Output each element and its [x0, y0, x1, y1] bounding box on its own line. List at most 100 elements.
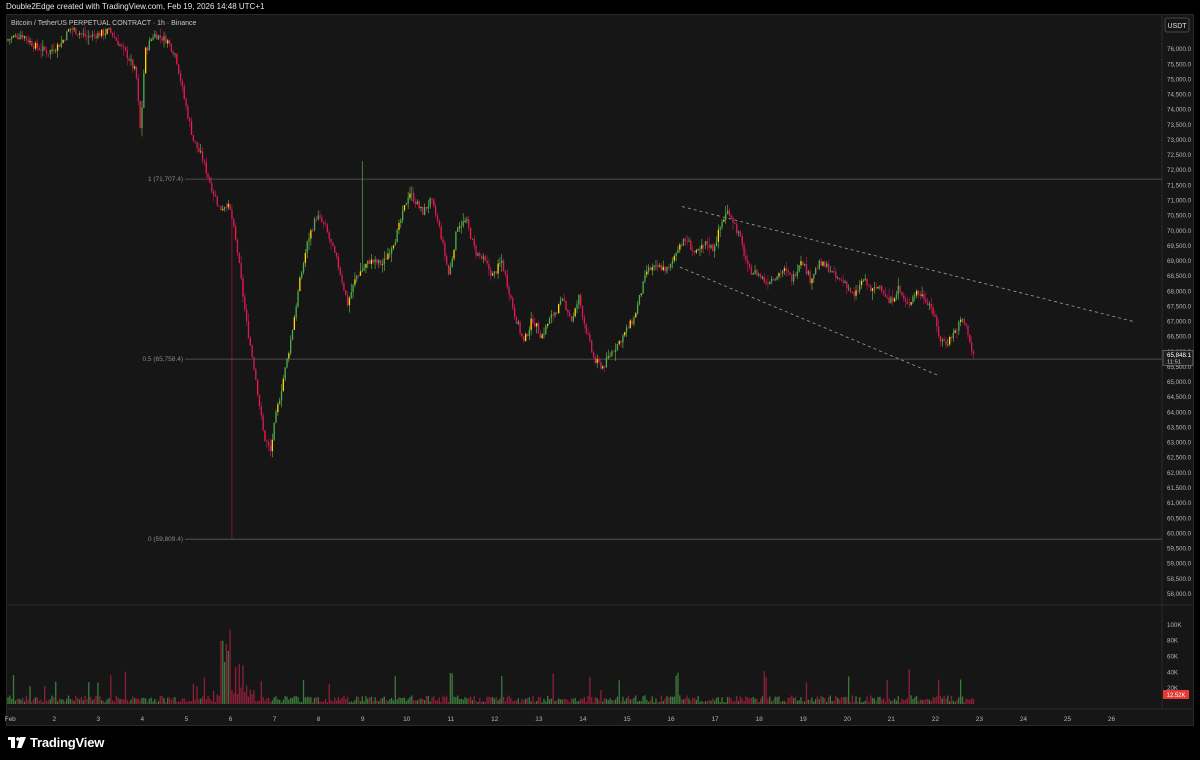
- volume-bar: [78, 699, 81, 704]
- candle-body: [897, 285, 899, 295]
- volume-bar: [833, 700, 835, 704]
- volume-bar: [299, 701, 301, 704]
- candle-body: [666, 266, 668, 272]
- candle-body: [222, 209, 224, 211]
- volume-bar: [108, 698, 110, 704]
- volume-bar: [826, 701, 828, 704]
- volume-bar: [245, 685, 248, 704]
- x-tick-label: 21: [888, 716, 896, 723]
- volume-bar: [405, 700, 407, 704]
- candle-body: [55, 50, 57, 52]
- volume-bar: [414, 700, 417, 704]
- candle-body: [172, 51, 174, 55]
- y-tick-label: 73,500.0: [1167, 122, 1192, 129]
- candle-body: [117, 40, 119, 46]
- y-tick-label: 74,500.0: [1167, 92, 1192, 99]
- volume-bar: [357, 697, 360, 704]
- candle-body: [14, 35, 17, 36]
- x-tick-label: 19: [800, 716, 808, 723]
- volume-bar: [908, 669, 910, 704]
- volume-bar: [264, 701, 266, 704]
- candle-body: [734, 222, 736, 224]
- y-tick-label: 63,500.0: [1167, 424, 1192, 431]
- volume-bar: [477, 702, 479, 704]
- candle-body: [479, 253, 481, 256]
- y-tick-label: 70,000.0: [1167, 228, 1192, 235]
- candle-body: [912, 296, 914, 303]
- volume-bar: [736, 695, 738, 704]
- candle-body: [552, 314, 554, 316]
- candle-body: [113, 36, 116, 38]
- volume-bar: [115, 695, 117, 704]
- candle-body: [69, 28, 72, 30]
- x-tick-label: Feb: [5, 716, 17, 723]
- candle-body: [44, 46, 46, 51]
- candle-body: [725, 213, 727, 220]
- tradingview-logo-icon: [8, 736, 26, 748]
- x-tick-label: 20: [844, 716, 852, 723]
- candle-body: [809, 271, 811, 284]
- volume-bar: [438, 697, 441, 704]
- candle-body: [42, 46, 44, 51]
- candle-body: [455, 231, 457, 250]
- volume-tick-label: 80K: [1167, 638, 1179, 645]
- candle-body: [168, 40, 171, 44]
- volume-bar: [535, 701, 538, 704]
- volume-bar: [372, 701, 374, 704]
- candle-body: [95, 35, 97, 39]
- volume-bar: [23, 701, 26, 704]
- candle-body: [111, 32, 114, 37]
- volume-bar: [328, 684, 330, 704]
- candle-body: [203, 160, 206, 163]
- x-tick-label: 23: [976, 716, 984, 723]
- candle-body: [490, 269, 492, 276]
- candle-body: [346, 294, 349, 306]
- volume-bar: [216, 694, 218, 704]
- y-tick-label: 75,500.0: [1167, 61, 1192, 68]
- candle-body: [64, 40, 66, 41]
- volume-bar: [526, 698, 529, 704]
- volume-bar: [225, 644, 228, 704]
- volume-bar: [453, 696, 455, 704]
- volume-bar: [442, 695, 444, 704]
- volume-bar: [47, 700, 50, 704]
- candle-body: [277, 404, 279, 413]
- candle-body: [187, 106, 189, 119]
- volume-bar: [743, 701, 745, 704]
- candle-body: [629, 320, 631, 328]
- candle-body: [154, 33, 156, 38]
- candle-body: [315, 218, 318, 220]
- x-tick-label: 22: [932, 716, 940, 723]
- volume-bar: [267, 697, 270, 704]
- candle-body: [442, 239, 444, 243]
- candle-body: [602, 366, 604, 369]
- volume-bar: [365, 696, 367, 704]
- volume-bar: [591, 697, 593, 704]
- volume-bar: [809, 700, 811, 704]
- candle-body: [550, 314, 552, 319]
- volume-bar: [688, 698, 690, 704]
- volume-bar: [739, 696, 742, 704]
- y-tick-label: 68,000.0: [1167, 288, 1192, 295]
- volume-bar: [677, 672, 679, 704]
- volume-bar: [435, 700, 437, 704]
- candle-body: [262, 415, 264, 431]
- candle-body: [649, 267, 652, 271]
- x-tick-label: 12: [491, 716, 499, 723]
- candle-body: [871, 288, 874, 291]
- candle-body: [603, 366, 606, 368]
- candle-body: [328, 232, 330, 239]
- candle-body: [183, 86, 185, 100]
- volume-bar: [187, 701, 189, 704]
- volume-bar: [106, 699, 108, 704]
- volume-bar: [901, 698, 903, 704]
- volume-bar: [95, 695, 97, 704]
- volume-bar: [939, 695, 942, 704]
- volume-bar: [440, 701, 442, 704]
- volume-bar: [756, 698, 758, 704]
- volume-bar: [543, 698, 545, 704]
- candle-body: [223, 207, 226, 210]
- volume-bar: [580, 698, 582, 704]
- price-chart[interactable]: Bitcoin / TetherUS PERPETUAL CONTRACT · …: [0, 0, 1200, 726]
- candle-body: [11, 37, 13, 40]
